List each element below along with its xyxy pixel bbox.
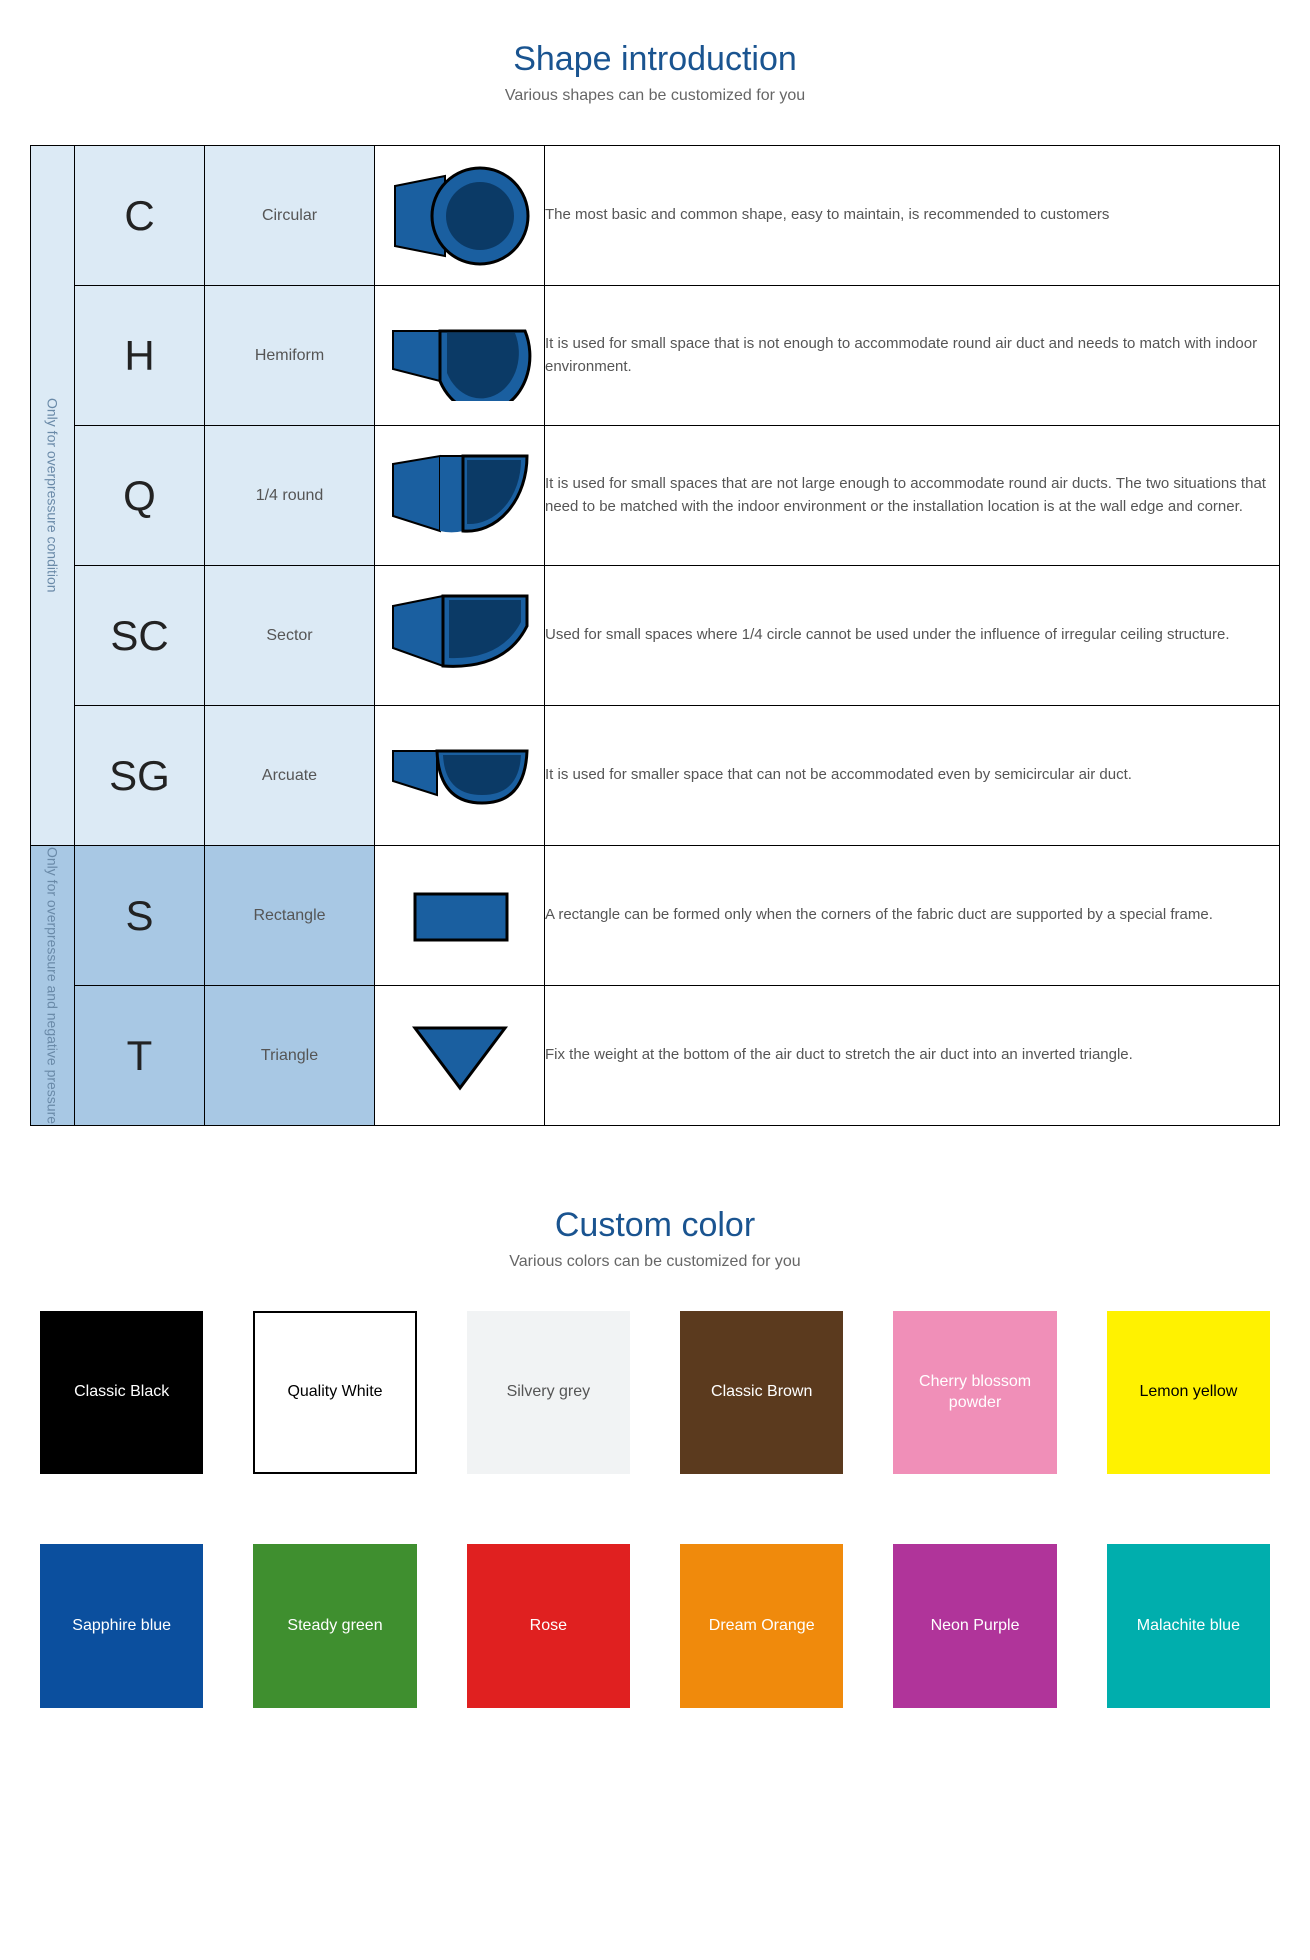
swatch-label: Dream Orange <box>709 1616 815 1637</box>
shapes-title: Shape introduction <box>30 40 1280 79</box>
shape-code: C <box>75 146 205 286</box>
shape-illustration-rectangle <box>375 846 545 986</box>
color-swatch: Sapphire blue <box>40 1544 203 1707</box>
swatch-label: Quality White <box>287 1382 382 1403</box>
shape-description: Fix the weight at the bottom of the air … <box>545 986 1280 1126</box>
shape-illustration-quarter <box>375 426 545 566</box>
color-swatch: Dream Orange <box>680 1544 843 1707</box>
shape-illustration-triangle <box>375 986 545 1126</box>
table-row: Q 1/4 round It is used for small spaces … <box>31 426 1280 566</box>
shape-name: Arcuate <box>205 706 375 846</box>
table-row: Only for overpressure and negative press… <box>31 846 1280 986</box>
shape-description: A rectangle can be formed only when the … <box>545 846 1280 986</box>
shape-description: The most basic and common shape, easy to… <box>545 146 1280 286</box>
swatch-label: Classic Brown <box>711 1382 812 1403</box>
category-cell-both: Only for overpressure and negative press… <box>31 846 75 1126</box>
color-swatch: Malachite blue <box>1107 1544 1270 1707</box>
shape-description: It is used for small spaces that are not… <box>545 426 1280 566</box>
color-swatch: Quality White <box>253 1311 416 1474</box>
shapes-subtitle: Various shapes can be customized for you <box>30 87 1280 105</box>
swatch-label: Rose <box>530 1616 567 1637</box>
color-swatch: Classic Brown <box>680 1311 843 1474</box>
swatch-grid: Classic Black Quality White Silvery grey Cl… <box>30 1311 1280 1768</box>
shape-illustration-hemiform <box>375 286 545 426</box>
color-swatch: Neon Purple <box>893 1544 1056 1707</box>
shape-description: It is used for small space that is not e… <box>545 286 1280 426</box>
shape-code: SG <box>75 706 205 846</box>
color-swatch: Rose <box>467 1544 630 1707</box>
swatch-label: Sapphire blue <box>72 1616 171 1637</box>
swatch-label: Malachite blue <box>1137 1616 1240 1637</box>
shape-illustration-sector <box>375 566 545 706</box>
shape-code: S <box>75 846 205 986</box>
table-row: T Triangle Fix the weight at the bottom … <box>31 986 1280 1126</box>
shape-illustration-arcuate <box>375 706 545 846</box>
color-swatch: Steady green <box>253 1544 416 1707</box>
colors-title: Custom color <box>30 1206 1280 1245</box>
table-row: Only for overpressure condition C Circul… <box>31 146 1280 286</box>
color-swatch: Silvery grey <box>467 1311 630 1474</box>
swatch-label: Steady green <box>287 1616 382 1637</box>
color-swatch: Lemon yellow <box>1107 1311 1270 1474</box>
swatch-label: Cherry blossom powder <box>899 1372 1050 1414</box>
table-row: H Hemiform It is used for small space th… <box>31 286 1280 426</box>
shape-name: Circular <box>205 146 375 286</box>
swatch-label: Lemon yellow <box>1139 1382 1237 1403</box>
shape-code: T <box>75 986 205 1126</box>
swatch-label: Neon Purple <box>931 1616 1020 1637</box>
category-cell-overpressure: Only for overpressure condition <box>31 146 75 846</box>
shape-name: Rectangle <box>205 846 375 986</box>
shape-code: Q <box>75 426 205 566</box>
shape-illustration-circular <box>375 146 545 286</box>
shape-name: Hemiform <box>205 286 375 426</box>
table-row: SC Sector Used for small spaces where 1/… <box>31 566 1280 706</box>
colors-subtitle: Various colors can be customized for you <box>30 1253 1280 1271</box>
shape-name: Sector <box>205 566 375 706</box>
table-row: SG Arcuate It is used for smaller space … <box>31 706 1280 846</box>
shape-code: SC <box>75 566 205 706</box>
shape-table: Only for overpressure condition C Circul… <box>30 145 1280 1126</box>
category-label: Only for overpressure and negative press… <box>45 847 61 1124</box>
color-swatch: Classic Black <box>40 1311 203 1474</box>
shape-code: H <box>75 286 205 426</box>
shape-name: Triangle <box>205 986 375 1126</box>
shape-description: Used for small spaces where 1/4 circle c… <box>545 566 1280 706</box>
swatch-label: Classic Black <box>74 1382 169 1403</box>
swatch-label: Silvery grey <box>507 1382 591 1403</box>
category-label: Only for overpressure condition <box>45 398 61 593</box>
color-swatch: Cherry blossom powder <box>893 1311 1056 1474</box>
shape-name: 1/4 round <box>205 426 375 566</box>
shape-description: It is used for smaller space that can no… <box>545 706 1280 846</box>
